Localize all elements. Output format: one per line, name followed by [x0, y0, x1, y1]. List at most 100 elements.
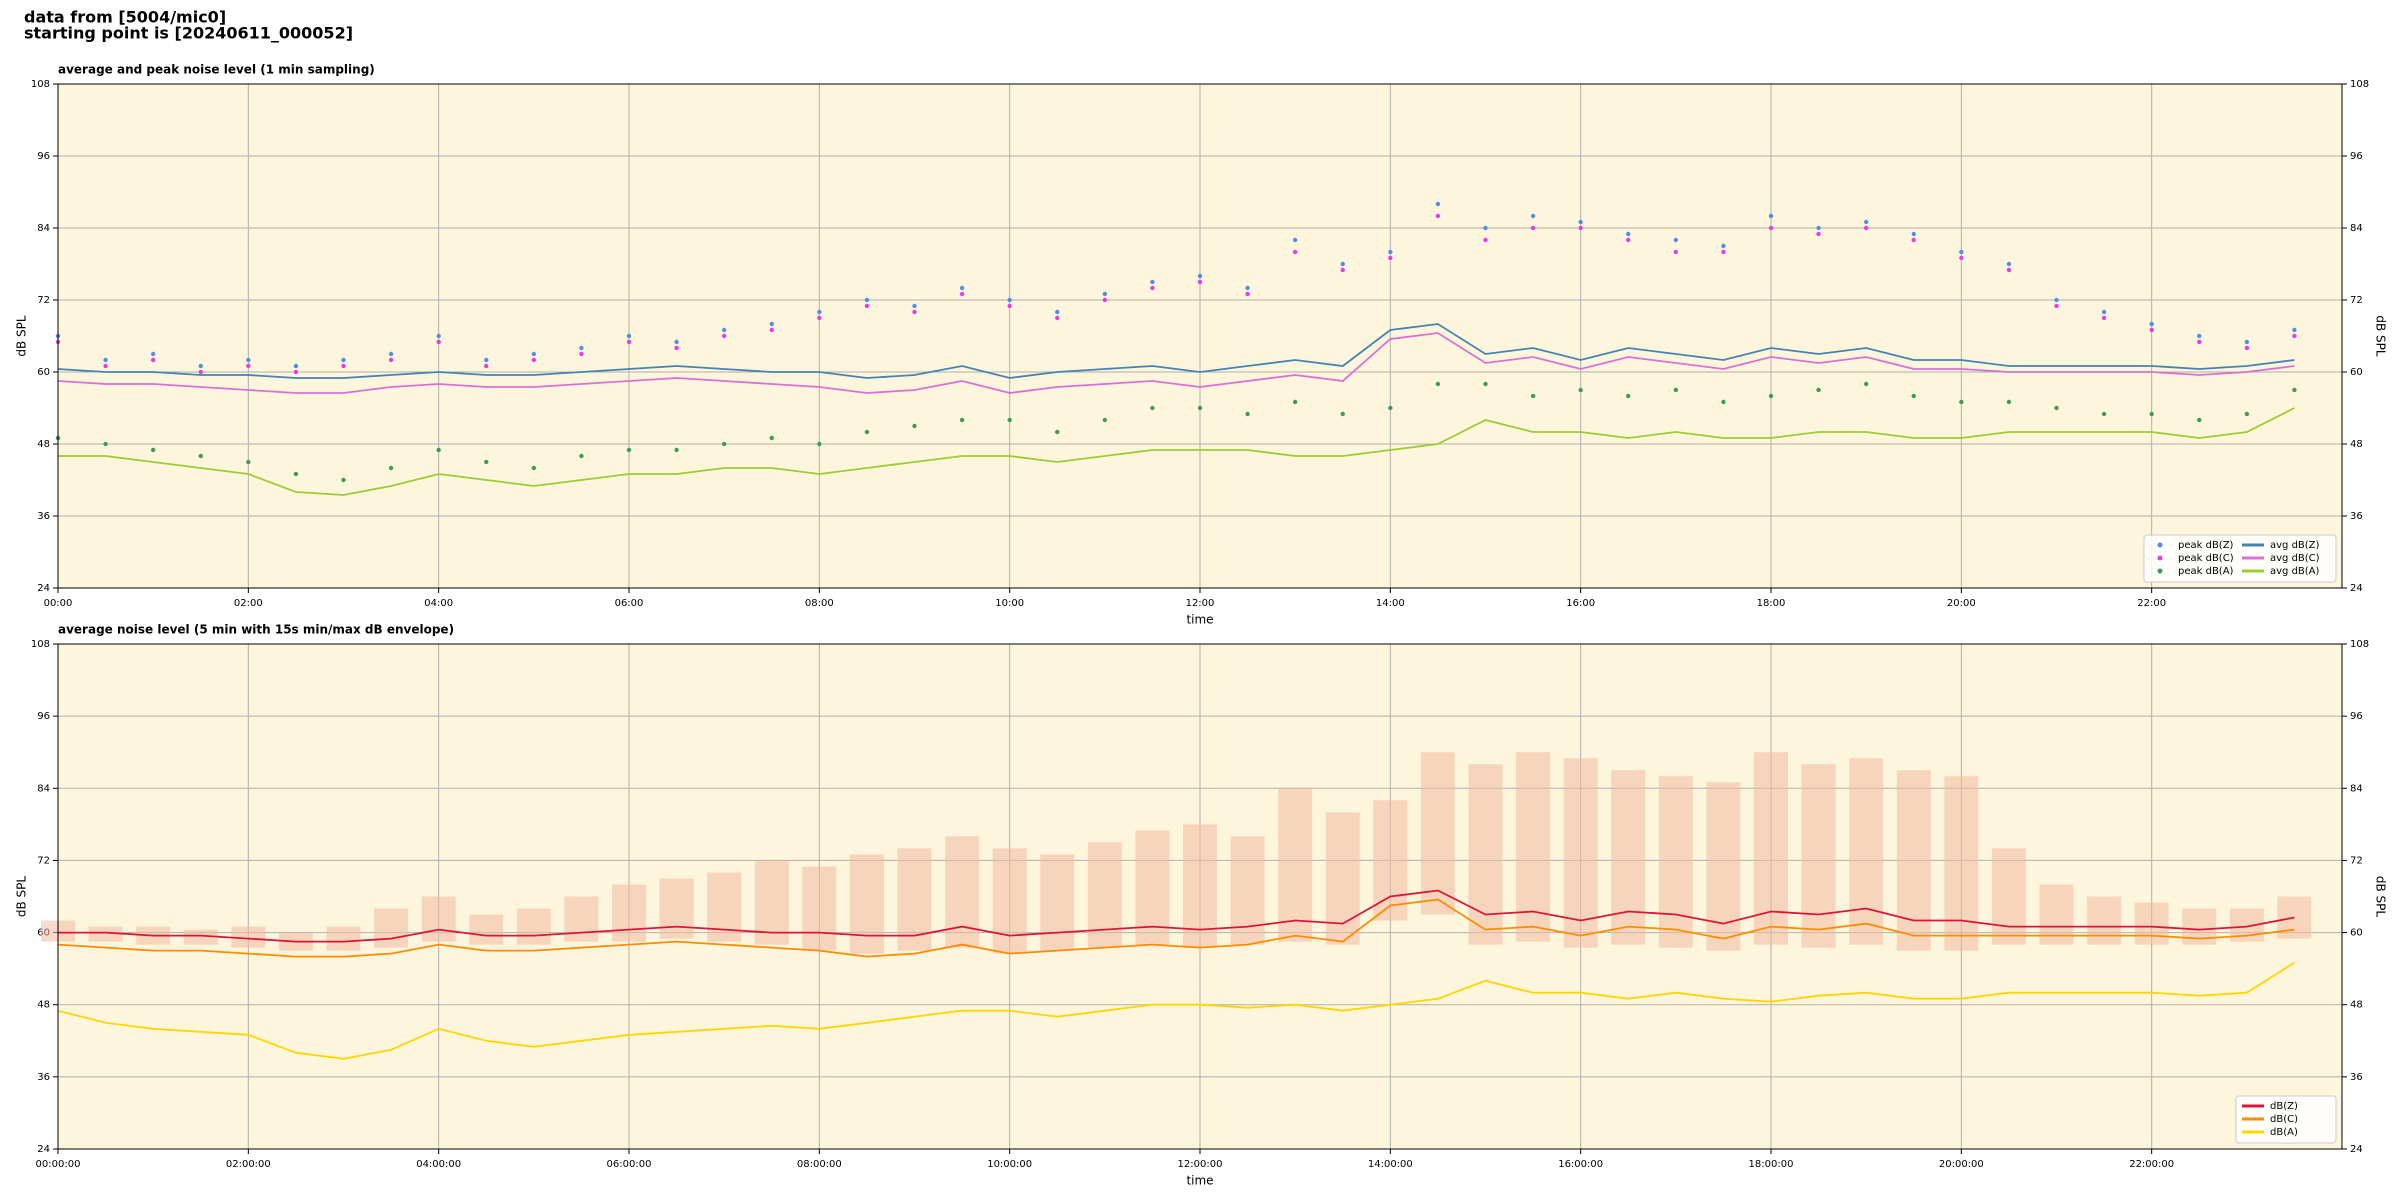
- legend-box: [2143, 534, 2337, 583]
- legend-label: peak dB(A): [2178, 566, 2234, 577]
- legend-marker: [2157, 542, 2163, 548]
- peak-point: [1197, 405, 1203, 411]
- peak-point: [2292, 333, 2297, 339]
- x-tick-label: 04:00: [424, 598, 453, 609]
- y-tick-label: 60: [37, 367, 50, 378]
- y-tick-label: 96: [37, 151, 50, 162]
- peak-point: [531, 357, 537, 363]
- peak-point: [293, 369, 299, 375]
- peak-point: [769, 321, 774, 327]
- series-line: [57, 332, 2295, 394]
- y-tick-label: 108: [2350, 79, 2369, 90]
- peak-point: [484, 459, 489, 465]
- y-tick-label: 48: [2350, 439, 2363, 450]
- peak-point: [1388, 249, 1393, 255]
- x-tick-label: 06:00: [615, 598, 644, 609]
- peak-point: [293, 363, 299, 369]
- peak-point: [436, 447, 441, 453]
- peak-point: [103, 357, 108, 363]
- y-tick-label: 60: [2350, 928, 2363, 939]
- peak-point: [1197, 273, 1203, 279]
- peak-point: [1626, 237, 1631, 243]
- x-tick-label: 06:00:00: [607, 1159, 652, 1170]
- y-tick-label: 96: [2350, 151, 2363, 162]
- peak-point: [1578, 219, 1583, 225]
- y-tick-label: 24: [37, 1144, 50, 1155]
- legend-label: dB(A): [2270, 1127, 2298, 1138]
- peak-point: [817, 315, 822, 321]
- peak-point: [1911, 393, 1916, 399]
- y-tick-label: 24: [2350, 583, 2363, 594]
- peak-point: [864, 429, 870, 435]
- legend-label: avg dB(A): [2270, 566, 2320, 577]
- peak-point: [1483, 225, 1488, 231]
- x-tick-label: 18:00:00: [1749, 1159, 1794, 1170]
- peak-point: [1292, 237, 1298, 243]
- peak-point: [2292, 387, 2297, 393]
- peak-point: [2006, 261, 2012, 267]
- y-tick-label: 84: [37, 223, 50, 234]
- y-tick-label: 96: [37, 711, 50, 722]
- legend-label: dB(Z): [2270, 1101, 2298, 1112]
- peak-point: [2197, 333, 2202, 339]
- peak-point: [1816, 231, 1821, 237]
- peak-point: [2244, 345, 2250, 351]
- peak-point: [1816, 387, 1821, 393]
- peak-point: [1388, 405, 1393, 411]
- peak-point: [674, 345, 679, 351]
- x-tick-label: 16:00: [1566, 598, 1595, 609]
- peak-point: [1340, 267, 1345, 273]
- peak-point: [674, 447, 679, 453]
- peak-point: [1102, 417, 1108, 423]
- x-tick-label: 00:00:00: [36, 1159, 81, 1170]
- peak-point: [1007, 417, 1012, 423]
- peak-point: [1959, 399, 1964, 405]
- peak-point: [626, 333, 632, 339]
- y-tick-label: 72: [2350, 855, 2363, 866]
- y-tick-label: 48: [2350, 1000, 2363, 1011]
- peak-point: [1530, 225, 1536, 231]
- peak-point: [1007, 297, 1012, 303]
- peak-point: [198, 369, 203, 375]
- peak-point: [1626, 393, 1631, 399]
- series-line: [57, 961, 2295, 1060]
- peak-point: [817, 441, 822, 447]
- peak-point: [2006, 267, 2012, 273]
- peak-point: [484, 357, 489, 363]
- peak-point: [531, 465, 537, 471]
- y-tick-label: 108: [2350, 639, 2369, 650]
- peak-point: [1911, 231, 1916, 237]
- plot-frame: [57, 643, 2343, 1150]
- peak-point: [674, 339, 679, 345]
- peak-point: [579, 453, 584, 459]
- peak-point: [1959, 249, 1964, 255]
- x-tick-label: 20:00:00: [1939, 1159, 1984, 1170]
- peak-point: [436, 333, 441, 339]
- peak-point: [531, 351, 537, 357]
- x-tick-label: 16:00:00: [1558, 1159, 1603, 1170]
- y-tick-label: 48: [37, 439, 50, 450]
- x-tick-label: 02:00: [234, 598, 263, 609]
- peak-point: [198, 453, 203, 459]
- peak-point: [912, 309, 917, 315]
- plot-title: average and peak noise level (1 min samp…: [58, 63, 375, 77]
- peak-point: [341, 363, 346, 369]
- legend-marker: [2157, 555, 2163, 561]
- peak-point: [1102, 297, 1108, 303]
- peak-point: [2101, 315, 2107, 321]
- peak-point: [1911, 237, 1916, 243]
- y-tick-label: 60: [2350, 367, 2363, 378]
- y-tick-label: 36: [37, 1072, 50, 1083]
- peak-point: [1197, 279, 1203, 285]
- peak-point: [912, 303, 917, 309]
- peak-point: [2197, 339, 2202, 345]
- peak-point: [1435, 213, 1441, 219]
- peak-point: [959, 291, 965, 297]
- peak-point: [388, 351, 394, 357]
- peak-point: [1435, 201, 1441, 207]
- y-tick-label: 72: [2350, 295, 2363, 306]
- x-axis-label: time: [1186, 613, 1213, 627]
- x-tick-label: 04:00:00: [416, 1159, 461, 1170]
- peak-point: [1245, 291, 1250, 297]
